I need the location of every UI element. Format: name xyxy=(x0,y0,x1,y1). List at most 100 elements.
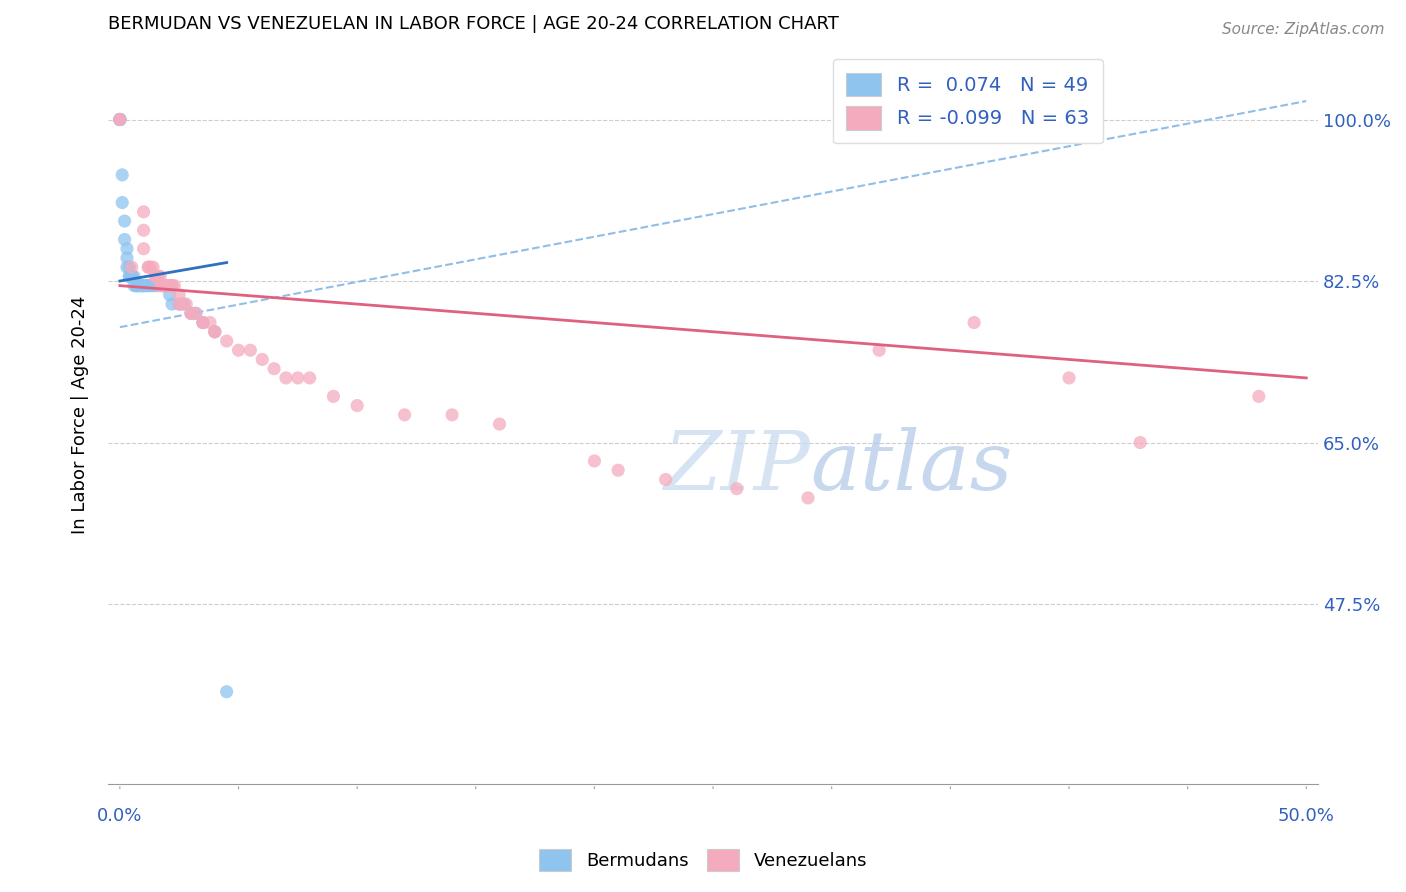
Point xyxy=(322,389,344,403)
Point xyxy=(184,306,207,320)
Point xyxy=(204,325,226,339)
Point xyxy=(125,278,148,293)
Point xyxy=(607,463,630,477)
Point xyxy=(156,278,179,293)
Text: Source: ZipAtlas.com: Source: ZipAtlas.com xyxy=(1222,22,1385,37)
Point xyxy=(145,269,167,284)
Point xyxy=(145,278,167,293)
Point xyxy=(725,482,748,496)
Point xyxy=(180,306,202,320)
Point xyxy=(204,325,226,339)
Point xyxy=(868,343,890,358)
Point xyxy=(797,491,820,505)
Point xyxy=(191,316,214,330)
Point xyxy=(122,278,145,293)
Point xyxy=(125,278,148,293)
Point xyxy=(263,361,285,376)
Point xyxy=(132,278,155,293)
Text: BERMUDAN VS VENEZUELAN IN LABOR FORCE | AGE 20-24 CORRELATION CHART: BERMUDAN VS VENEZUELAN IN LABOR FORCE | … xyxy=(108,15,839,33)
Point xyxy=(122,269,145,284)
Point xyxy=(180,306,202,320)
Point xyxy=(108,112,131,127)
Point xyxy=(394,408,416,422)
Point xyxy=(149,278,172,293)
Point xyxy=(139,278,162,293)
Point xyxy=(152,278,174,293)
Point xyxy=(191,316,214,330)
Point xyxy=(114,214,136,228)
Point xyxy=(111,195,134,210)
Point xyxy=(298,371,321,385)
Point xyxy=(118,269,141,284)
Point xyxy=(274,371,297,385)
Point xyxy=(129,278,152,293)
Point xyxy=(108,112,131,127)
Point xyxy=(132,278,155,293)
Point xyxy=(198,316,221,330)
Point xyxy=(152,278,174,293)
Point xyxy=(215,334,238,348)
Point xyxy=(191,316,214,330)
Point xyxy=(252,352,274,367)
Point xyxy=(132,242,155,256)
Point xyxy=(132,204,155,219)
Point xyxy=(121,269,143,284)
Point xyxy=(346,399,368,413)
Point xyxy=(963,316,986,330)
Point xyxy=(167,297,190,311)
Point xyxy=(488,417,510,431)
Point xyxy=(287,371,309,385)
Point xyxy=(108,112,131,127)
Point xyxy=(111,168,134,182)
Point xyxy=(129,278,152,293)
Legend: Bermudans, Venezuelans: Bermudans, Venezuelans xyxy=(531,842,875,879)
Point xyxy=(156,278,179,293)
Point xyxy=(146,269,169,284)
Point xyxy=(1057,371,1080,385)
Point xyxy=(118,269,141,284)
Point xyxy=(170,297,193,311)
Point xyxy=(152,278,174,293)
Point xyxy=(583,454,606,468)
Point xyxy=(132,223,155,237)
Point xyxy=(153,278,176,293)
Point xyxy=(121,260,143,275)
Point xyxy=(160,278,183,293)
Point xyxy=(128,278,150,293)
Point xyxy=(159,278,181,293)
Point xyxy=(142,278,165,293)
Point xyxy=(215,684,238,698)
Point xyxy=(108,112,131,127)
Point xyxy=(125,278,148,293)
Point xyxy=(149,269,172,284)
Point xyxy=(115,260,138,275)
Point xyxy=(173,297,195,311)
Text: 0.0%: 0.0% xyxy=(97,807,142,825)
Point xyxy=(156,278,179,293)
Point xyxy=(239,343,262,358)
Point xyxy=(204,325,226,339)
Point xyxy=(132,278,155,293)
Y-axis label: In Labor Force | Age 20-24: In Labor Force | Age 20-24 xyxy=(72,295,89,534)
Point xyxy=(156,278,179,293)
Point xyxy=(121,269,143,284)
Point xyxy=(1129,435,1152,450)
Point xyxy=(1247,389,1270,403)
Point xyxy=(121,269,143,284)
Point xyxy=(135,278,157,293)
Point xyxy=(145,269,167,284)
Point xyxy=(139,260,162,275)
Point xyxy=(114,232,136,246)
Point xyxy=(146,269,169,284)
Point xyxy=(108,112,131,127)
Point xyxy=(167,288,190,302)
Point xyxy=(153,278,176,293)
Point xyxy=(441,408,464,422)
Point xyxy=(654,472,676,486)
Point xyxy=(115,242,138,256)
Point xyxy=(108,112,131,127)
Point xyxy=(108,112,131,127)
Legend: R =  0.074   N = 49, R = -0.099   N = 63: R = 0.074 N = 49, R = -0.099 N = 63 xyxy=(832,59,1102,144)
Text: atlas: atlas xyxy=(810,426,1012,507)
Point xyxy=(160,278,183,293)
